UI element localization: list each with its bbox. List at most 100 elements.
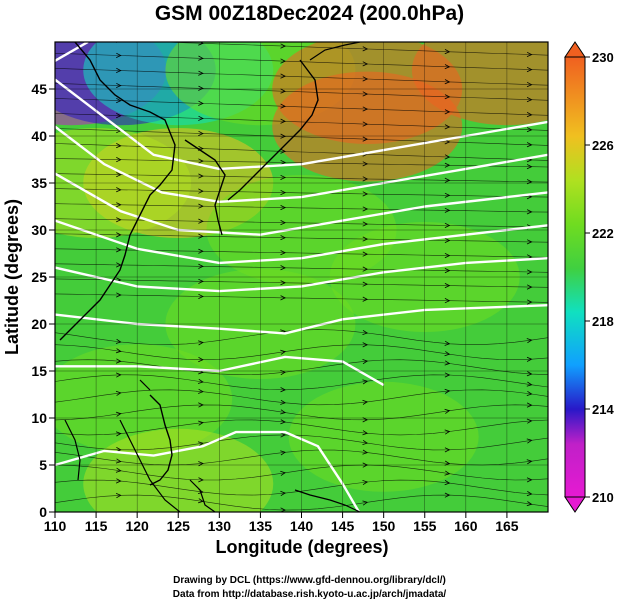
wind-arrow [362, 281, 369, 287]
wind-arrow [198, 233, 204, 239]
wind-arrow [198, 158, 204, 164]
wind-arrow [198, 173, 204, 179]
wind-arrow [362, 251, 369, 257]
wind-arrow [280, 205, 287, 211]
wind-arrow [444, 470, 451, 476]
wind-arrow [444, 94, 451, 100]
y-tick-label: 15 [31, 363, 47, 379]
wind-arrow [362, 439, 369, 445]
wind-arrow [198, 130, 204, 136]
coastlines [59, 42, 361, 512]
wind-arrow [198, 420, 204, 426]
wind-arrow [116, 202, 122, 208]
colorbar-top-arrow [564, 41, 586, 58]
wind-arrow [115, 348, 122, 354]
y-tick-label: 40 [31, 128, 47, 144]
wind-arrow [444, 177, 451, 183]
wind-arrow [116, 292, 122, 298]
wind-arrow [444, 372, 451, 378]
wind-arrow [444, 351, 451, 357]
wind-arrow [198, 388, 204, 394]
wind-arrow [362, 430, 369, 436]
field-sample [55, 344, 233, 455]
wind-arrow [362, 329, 369, 335]
wind-arrow [116, 247, 122, 253]
y-tick-label: 0 [39, 504, 47, 520]
wind-arrow [362, 191, 369, 197]
wind-arrow [198, 70, 204, 76]
wind-arrow [444, 447, 451, 453]
credit-data: Data from http://database.rish.kyoto-u.a… [172, 589, 447, 600]
wind-arrow [362, 76, 369, 82]
temperature-field [55, 42, 548, 512]
wind-arrow [362, 359, 369, 365]
wind-arrow [116, 67, 122, 73]
wind-arrow [444, 340, 451, 346]
wind-arrow [116, 143, 122, 149]
map-chart: 110 115 120 125 130 135 140 145 150 155 160 165 0 5 1… [2, 41, 614, 557]
wind-arrow [280, 235, 287, 241]
wind-arrow [526, 142, 533, 148]
wind-arrow [444, 298, 451, 304]
plot-area [55, 42, 548, 512]
wind-arrow [444, 192, 451, 198]
wind-arrow [444, 64, 451, 70]
wind-arrow [115, 372, 122, 378]
wind-arrow [362, 91, 369, 97]
wind-arrow [280, 118, 287, 124]
wind-arrow [526, 390, 533, 396]
wind-arrow [362, 399, 369, 405]
wind-arrow [115, 493, 122, 499]
wind-arrow [280, 148, 287, 154]
wind-arrow [526, 418, 533, 424]
colorbar-ticks: 210 214 218 222 226 230 [585, 50, 614, 505]
y-tick-label: 10 [31, 410, 47, 426]
wind-arrow [280, 220, 287, 226]
wind-arrow [444, 460, 451, 466]
x-tick-label: 165 [495, 518, 519, 534]
wind-arrow [280, 470, 287, 476]
wind-arrow [280, 295, 287, 301]
wind-arrow [198, 340, 204, 346]
x-tick-label: 130 [208, 518, 232, 534]
wind-arrow [198, 293, 204, 299]
wind-arrow [444, 360, 451, 366]
wind-arrow [444, 162, 451, 168]
x-tick-label: 115 [85, 518, 108, 534]
wind-arrow [526, 371, 533, 377]
colorbar-body [564, 56, 586, 498]
wind-arrow [198, 42, 204, 46]
contour-line [55, 430, 361, 512]
wind-arrow [526, 356, 533, 362]
y-tick-label: 5 [39, 457, 47, 473]
wind-arrow [198, 203, 204, 209]
wind-arrow [198, 248, 204, 254]
wind-arrow [116, 113, 122, 119]
wind-arrow [362, 296, 369, 302]
contour-line [55, 42, 89, 62]
wind-arrow [362, 379, 369, 385]
wind-arrow [362, 161, 369, 167]
wind-arrow [444, 237, 451, 243]
wind-arrow [280, 73, 287, 79]
wind-arrow [280, 399, 287, 405]
x-tick-label: 155 [413, 518, 437, 534]
wind-arrow [198, 477, 204, 483]
wind-arrow [444, 154, 451, 160]
colorbar-bottom-arrow [564, 496, 586, 513]
x-tick-label: 145 [331, 518, 355, 534]
wind-arrow [526, 501, 533, 507]
wind-arrow [280, 133, 287, 139]
wind-arrow [197, 378, 204, 384]
colorbar-tick-label: 214 [592, 402, 614, 417]
wind-arrow [198, 357, 204, 363]
wind-arrow [280, 490, 287, 497]
colorbar-tick-label: 210 [592, 490, 614, 505]
wind-arrow [116, 52, 122, 58]
wind-arrow [116, 157, 122, 163]
wind-arrow [198, 85, 204, 91]
wind-arrow [198, 402, 204, 408]
lat-lon-grid [55, 42, 548, 512]
wind-arrow [198, 115, 204, 121]
credit-drawing: Drawing by DCL (https://www.gfd-dennou.o… [173, 575, 446, 586]
